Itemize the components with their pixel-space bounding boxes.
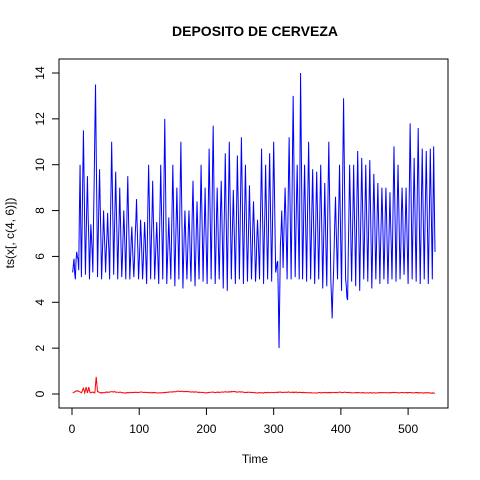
y-tick-label: 14 <box>33 66 47 80</box>
y-tick-label: 6 <box>33 253 47 260</box>
y-axis: 0 2 4 6 8 10 12 14 <box>33 66 60 397</box>
y-tick-label: 12 <box>33 112 47 126</box>
x-axis-label: Time <box>242 452 269 466</box>
y-tick-label: 4 <box>33 299 47 306</box>
y-tick-label: 10 <box>33 158 47 172</box>
x-tick-label: 0 <box>69 422 76 436</box>
x-axis: 0 100 200 300 400 500 <box>69 407 418 436</box>
x-tick-label: 500 <box>398 422 418 436</box>
x-tick-label: 200 <box>196 422 216 436</box>
chart-title: DEPOSITO DE CERVEZA <box>172 23 338 39</box>
series-line-1 <box>72 72 436 349</box>
y-tick-label: 0 <box>33 390 47 397</box>
x-tick-label: 400 <box>331 422 351 436</box>
y-axis-label: ts(x[, c(4, 6)]) <box>3 198 17 269</box>
x-tick-label: 300 <box>264 422 284 436</box>
y-tick-label: 8 <box>33 207 47 214</box>
series-layer <box>72 72 436 395</box>
y-tick-label: 2 <box>33 344 47 351</box>
x-tick-label: 100 <box>129 422 149 436</box>
series-line-2 <box>72 376 436 395</box>
